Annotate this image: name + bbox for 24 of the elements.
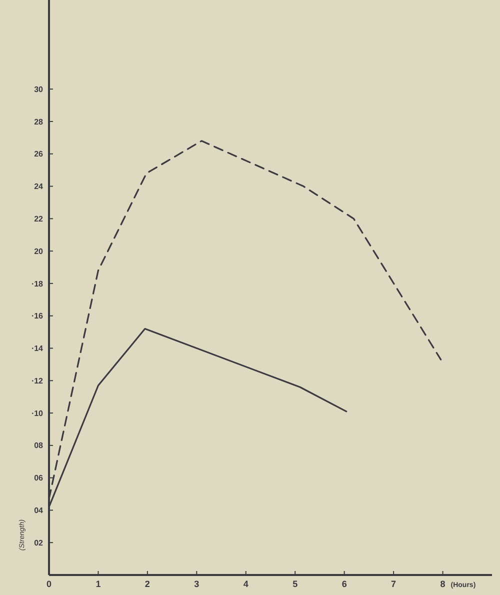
x-tick-label: 4 [243, 579, 248, 589]
y-tick-label: ·12 [31, 376, 44, 386]
y-tick-label: 20 [34, 246, 44, 256]
x-tick-label: 6 [342, 579, 347, 589]
y-tick-label: 26 [34, 150, 44, 159]
y-tick-label: 06 [34, 474, 44, 483]
y-tick-label: 22 [34, 214, 44, 224]
y-tick-label: 30 [34, 84, 44, 94]
x-tick-label: 2 [144, 579, 150, 589]
y-tick-label: 04 [34, 506, 44, 516]
y-tick-label: ·14 [31, 344, 44, 354]
x-tick-label: 3 [194, 579, 200, 589]
y-tick-label: ·10 [31, 408, 44, 418]
x-tick-label: 7 [391, 579, 396, 589]
x-tick-label: 1 [96, 579, 101, 589]
y-tick-label: ·18 [31, 279, 44, 288]
y-tick-label: ·16 [31, 312, 44, 321]
x-tick-label: 5 [292, 579, 298, 589]
y-tick-label: 28 [34, 117, 44, 126]
y-tick-label: 02 [34, 538, 44, 548]
x-tick-label: 0 [46, 579, 52, 589]
y-tick-label: 24 [34, 182, 44, 192]
y-tick-label: 08 [34, 441, 44, 450]
x-tick-label: 8 [440, 579, 446, 589]
